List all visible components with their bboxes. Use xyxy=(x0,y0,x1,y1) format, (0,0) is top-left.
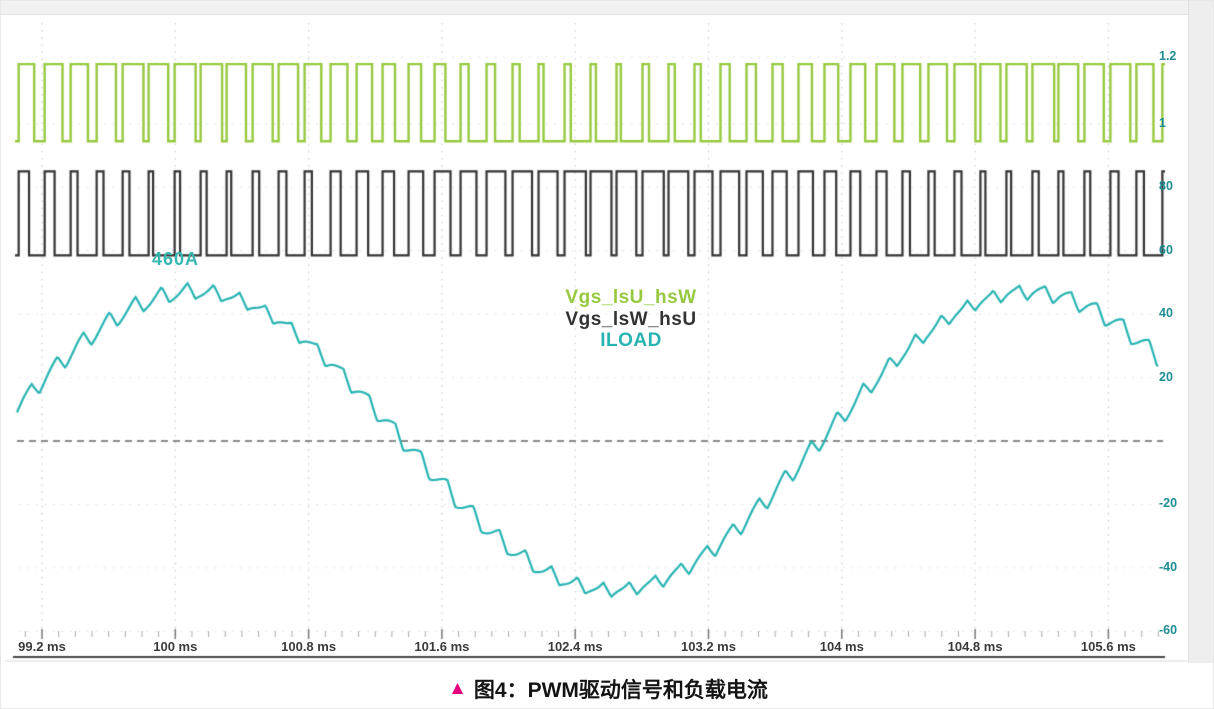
legend-entry: Vgs_lsU_hsW xyxy=(565,287,697,308)
legend-entry: ILOAD xyxy=(600,330,662,351)
y-tick-label: 20 xyxy=(1159,369,1173,384)
legend: Vgs_lsU_hsW Vgs_lsW_hsU ILOAD xyxy=(541,287,721,352)
x-tick-label: 100 ms xyxy=(153,639,198,654)
x-tick-label: 105.6 ms xyxy=(1080,639,1136,654)
x-tick-label: 101.6 ms xyxy=(414,639,470,654)
waveform-canvas xyxy=(1,1,1213,664)
y-tick-label: 80 xyxy=(1159,179,1173,194)
caption-text: 图4：PWM驱动信号和负载电流 xyxy=(473,678,768,702)
x-tick-label: 104.8 ms xyxy=(947,639,1003,654)
y-tick-label: -20 xyxy=(1159,496,1178,511)
legend-entry: Vgs_lsW_hsU xyxy=(565,308,697,330)
plot-labels-layer: Vgs_lsU_hsW Vgs_lsW_hsU ILOAD 99.2 ms 100 m… xyxy=(1,1,1213,664)
y-tick-label: -60 xyxy=(1159,623,1178,638)
y-tick-label: 1.2 xyxy=(1159,49,1177,64)
x-tick-label: 104 ms xyxy=(819,639,864,654)
caption-marker-icon: ▲ xyxy=(448,677,467,699)
figure-caption: ▲ 图4：PWM驱动信号和负载电流 xyxy=(1,667,1213,708)
x-tick-label: 100.8 ms xyxy=(281,639,337,654)
page-top-margin xyxy=(1,1,1213,15)
x-tick-label: 102.4 ms xyxy=(547,639,603,654)
x-tick-label: 103.2 ms xyxy=(681,639,736,654)
y-tick-label: 60 xyxy=(1159,242,1173,257)
peak-current-annotation: 460A xyxy=(151,248,199,269)
x-tick-label: 99.2 ms xyxy=(18,639,66,654)
page-right-margin xyxy=(1188,1,1213,663)
y-tick-label: 1 xyxy=(1159,115,1166,130)
y-tick-label: 40 xyxy=(1159,306,1173,321)
y-tick-label: -40 xyxy=(1159,559,1178,574)
